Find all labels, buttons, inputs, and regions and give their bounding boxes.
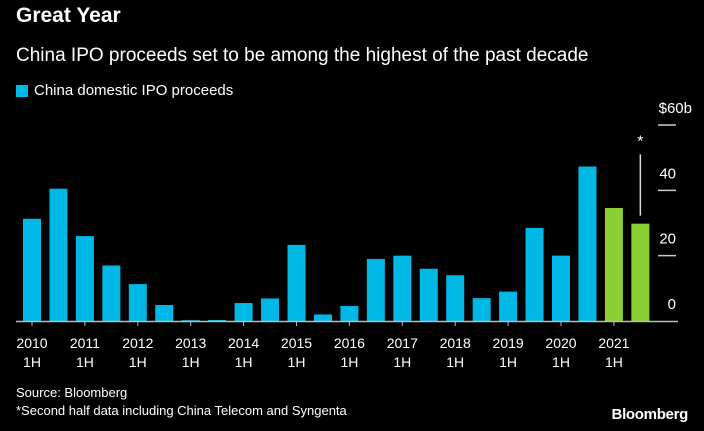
- x-tick-label-half: 1H: [446, 354, 464, 370]
- x-tick-label-year: 2010: [16, 335, 47, 351]
- source-note: Source: Bloomberg: [16, 385, 128, 400]
- y-tick-label: $60b: [659, 100, 692, 117]
- x-tick-label-year: 2013: [175, 335, 206, 351]
- bar-2014-2h: [261, 298, 280, 321]
- bar-2018-2h: [472, 298, 491, 321]
- x-tick-label-year: 2016: [334, 335, 365, 351]
- x-tick-label-year: 2019: [493, 335, 524, 351]
- bar-2019-2h: [525, 227, 544, 321]
- x-tick-label-year: 2014: [228, 335, 259, 351]
- bar-2013-1h: [181, 320, 200, 321]
- x-tick-label-year: 2020: [545, 335, 576, 351]
- bar-2011-2h: [102, 265, 121, 321]
- bar-2015-1h: [287, 244, 306, 321]
- bar-2016-1h: [340, 305, 359, 321]
- bar-2011-1h: [75, 236, 94, 321]
- range-marker-asterisk: *: [637, 133, 643, 150]
- x-tick-label-half: 1H: [340, 354, 358, 370]
- bar-2010-1h: [23, 218, 41, 321]
- x-tick-label-year: 2011: [70, 335, 100, 351]
- bar-2015-2h: [313, 314, 332, 321]
- y-tick-label: 40: [659, 165, 676, 182]
- bar-2017-2h: [419, 268, 438, 321]
- x-tick-label-half: 1H: [182, 354, 200, 370]
- x-tick-label-year: 2021: [598, 335, 629, 351]
- x-tick-label-year: 2015: [281, 335, 312, 351]
- bar-2014-1h: [234, 303, 253, 321]
- bar-2021-1h: [604, 207, 623, 321]
- x-tick-label-half: 1H: [235, 354, 253, 370]
- bar-2019-1h: [499, 291, 518, 321]
- x-tick-label-half: 1H: [393, 354, 411, 370]
- bar-2020-2h: [578, 166, 597, 321]
- footnote: *Second half data including China Teleco…: [16, 403, 347, 418]
- x-tick-label-half: 1H: [129, 354, 147, 370]
- x-tick-label-year: 2012: [122, 335, 153, 351]
- legend-swatch: [16, 84, 28, 97]
- chart-title: Great Year: [16, 4, 121, 27]
- bar-2018-1h: [446, 275, 465, 321]
- x-tick-label-year: 2017: [387, 335, 418, 351]
- bar-2021-2h-: [631, 223, 650, 321]
- bar-2020-1h: [552, 255, 570, 321]
- bar-2017-1h: [393, 255, 412, 321]
- y-tick-label: 20: [659, 231, 676, 248]
- x-tick-label-year: 2018: [440, 335, 471, 351]
- bar-2016-2h: [366, 258, 385, 321]
- legend: China domestic IPO proceeds: [16, 82, 233, 99]
- x-tick-label-half: 1H: [552, 354, 570, 370]
- bloomberg-logo: Bloomberg: [611, 406, 689, 423]
- bar-2012-1h: [128, 284, 147, 321]
- x-tick-label-half: 1H: [23, 354, 41, 370]
- x-tick-label-half: 1H: [499, 354, 517, 370]
- bar-2013-2h: [208, 320, 227, 321]
- x-tick-label-half: 1H: [76, 354, 94, 370]
- bar-2012-2h: [155, 304, 174, 321]
- bar-2010-2h: [49, 188, 68, 321]
- chart-subtitle: China IPO proceeds set to be among the h…: [16, 45, 589, 66]
- x-tick-label-half: 1H: [605, 354, 623, 370]
- y-tick-label: 0: [668, 296, 676, 313]
- legend-label: China domestic IPO proceeds: [34, 82, 234, 99]
- x-tick-label-half: 1H: [288, 354, 306, 370]
